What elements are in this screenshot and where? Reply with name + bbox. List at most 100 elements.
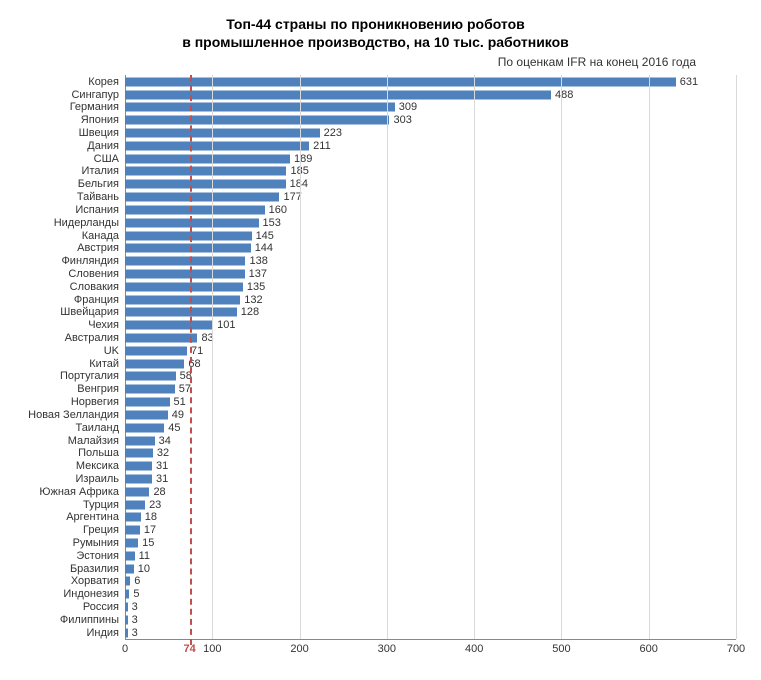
bar-row: Чехия101 bbox=[125, 319, 736, 332]
value-label: 71 bbox=[191, 345, 203, 357]
bar bbox=[125, 551, 135, 560]
bar bbox=[125, 334, 197, 343]
value-label: 211 bbox=[313, 140, 331, 152]
chart-title: Топ-44 страны по проникновению роботов в… bbox=[15, 15, 736, 51]
value-label: 45 bbox=[168, 422, 180, 434]
category-label: Аргентина bbox=[66, 511, 119, 523]
bar bbox=[125, 129, 320, 138]
gridline bbox=[649, 75, 650, 639]
category-label: Китай bbox=[89, 358, 119, 370]
bar-row: Новая Зелландия49 bbox=[125, 409, 736, 422]
bar-row: Австрия144 bbox=[125, 242, 736, 255]
bar-row: Финляндия138 bbox=[125, 255, 736, 268]
category-label: Новая Зелландия bbox=[28, 409, 119, 421]
category-label: Швейцария bbox=[60, 306, 119, 318]
value-label: 189 bbox=[294, 153, 312, 165]
bar-row: Россия3 bbox=[125, 601, 736, 614]
value-label: 145 bbox=[256, 230, 274, 242]
bar-row: Эстония11 bbox=[125, 549, 736, 562]
gridline bbox=[736, 75, 737, 639]
value-label: 31 bbox=[156, 473, 168, 485]
bar bbox=[125, 205, 265, 214]
bar bbox=[125, 295, 240, 304]
bar bbox=[125, 564, 134, 573]
bar-row: Аргентина18 bbox=[125, 511, 736, 524]
category-label: Германия bbox=[70, 101, 119, 113]
value-label: 51 bbox=[174, 396, 186, 408]
bar-row: Швеция223 bbox=[125, 127, 736, 140]
bar-row: Индия3 bbox=[125, 626, 736, 639]
x-tick-label: 100 bbox=[203, 643, 221, 655]
value-label: 3 bbox=[132, 614, 138, 626]
bar bbox=[125, 577, 130, 586]
bar bbox=[125, 539, 138, 548]
value-label: 144 bbox=[255, 242, 273, 254]
category-label: Индонезия bbox=[63, 588, 119, 600]
bar-row: Тайвань177 bbox=[125, 191, 736, 204]
category-label: Южная Африка bbox=[39, 486, 119, 498]
category-label: Эстония bbox=[76, 550, 119, 562]
bar bbox=[125, 500, 145, 509]
category-label: UK bbox=[104, 345, 119, 357]
bar bbox=[125, 244, 251, 253]
bar bbox=[125, 77, 676, 86]
category-label: Сингапур bbox=[71, 89, 119, 101]
bar bbox=[125, 346, 187, 355]
category-label: Бразилия bbox=[70, 563, 119, 575]
bar-row: Греция17 bbox=[125, 524, 736, 537]
value-label: 309 bbox=[399, 101, 417, 113]
bar bbox=[125, 103, 395, 112]
bar bbox=[125, 282, 243, 291]
bar bbox=[125, 590, 129, 599]
category-label: Тайвань bbox=[77, 191, 119, 203]
bar bbox=[125, 385, 175, 394]
value-label: 3 bbox=[132, 627, 138, 639]
category-label: Таиланд bbox=[75, 422, 119, 434]
bar bbox=[125, 436, 155, 445]
value-label: 303 bbox=[393, 114, 411, 126]
bar-row: Израиль31 bbox=[125, 473, 736, 486]
x-tick-label: 700 bbox=[727, 643, 745, 655]
category-label: Финляндия bbox=[61, 255, 119, 267]
category-label: Норвегия bbox=[71, 396, 119, 408]
category-label: Венгрия bbox=[77, 383, 119, 395]
value-label: 5 bbox=[133, 588, 139, 600]
bar bbox=[125, 154, 290, 163]
value-label: 23 bbox=[149, 499, 161, 511]
category-label: Бельгия bbox=[78, 178, 119, 190]
value-label: 135 bbox=[247, 281, 265, 293]
bar-row: Польша32 bbox=[125, 447, 736, 460]
value-label: 10 bbox=[138, 563, 150, 575]
bar-row: Италия185 bbox=[125, 165, 736, 178]
reference-label: 74 bbox=[183, 643, 195, 655]
x-tick-label: 200 bbox=[290, 643, 308, 655]
category-label: Малайзия bbox=[68, 435, 119, 447]
bar-row: Словакия135 bbox=[125, 280, 736, 293]
category-label: Испания bbox=[75, 204, 119, 216]
x-tick-label: 400 bbox=[465, 643, 483, 655]
bar-row: Венгрия57 bbox=[125, 383, 736, 396]
bar bbox=[125, 513, 141, 522]
bar bbox=[125, 615, 128, 624]
bar bbox=[125, 257, 245, 266]
bar-row: Китай68 bbox=[125, 357, 736, 370]
category-label: Франция bbox=[74, 294, 119, 306]
value-label: 101 bbox=[217, 319, 235, 331]
category-label: Словения bbox=[68, 268, 119, 280]
bar bbox=[125, 487, 149, 496]
category-label: Италия bbox=[82, 165, 119, 177]
category-label: Мексика bbox=[76, 460, 119, 472]
bar bbox=[125, 372, 176, 381]
bar-row: Португалия58 bbox=[125, 370, 736, 383]
x-tick-label: 300 bbox=[378, 643, 396, 655]
value-label: 137 bbox=[249, 268, 267, 280]
bar-row: Испания160 bbox=[125, 204, 736, 217]
bar-row: UK71 bbox=[125, 344, 736, 357]
category-label: Португалия bbox=[60, 370, 119, 382]
value-label: 49 bbox=[172, 409, 184, 421]
bar bbox=[125, 603, 128, 612]
value-label: 6 bbox=[134, 575, 140, 587]
category-label: Чехия bbox=[88, 319, 119, 331]
bar-row: Германия309 bbox=[125, 101, 736, 114]
bar-row: Южная Африка28 bbox=[125, 485, 736, 498]
